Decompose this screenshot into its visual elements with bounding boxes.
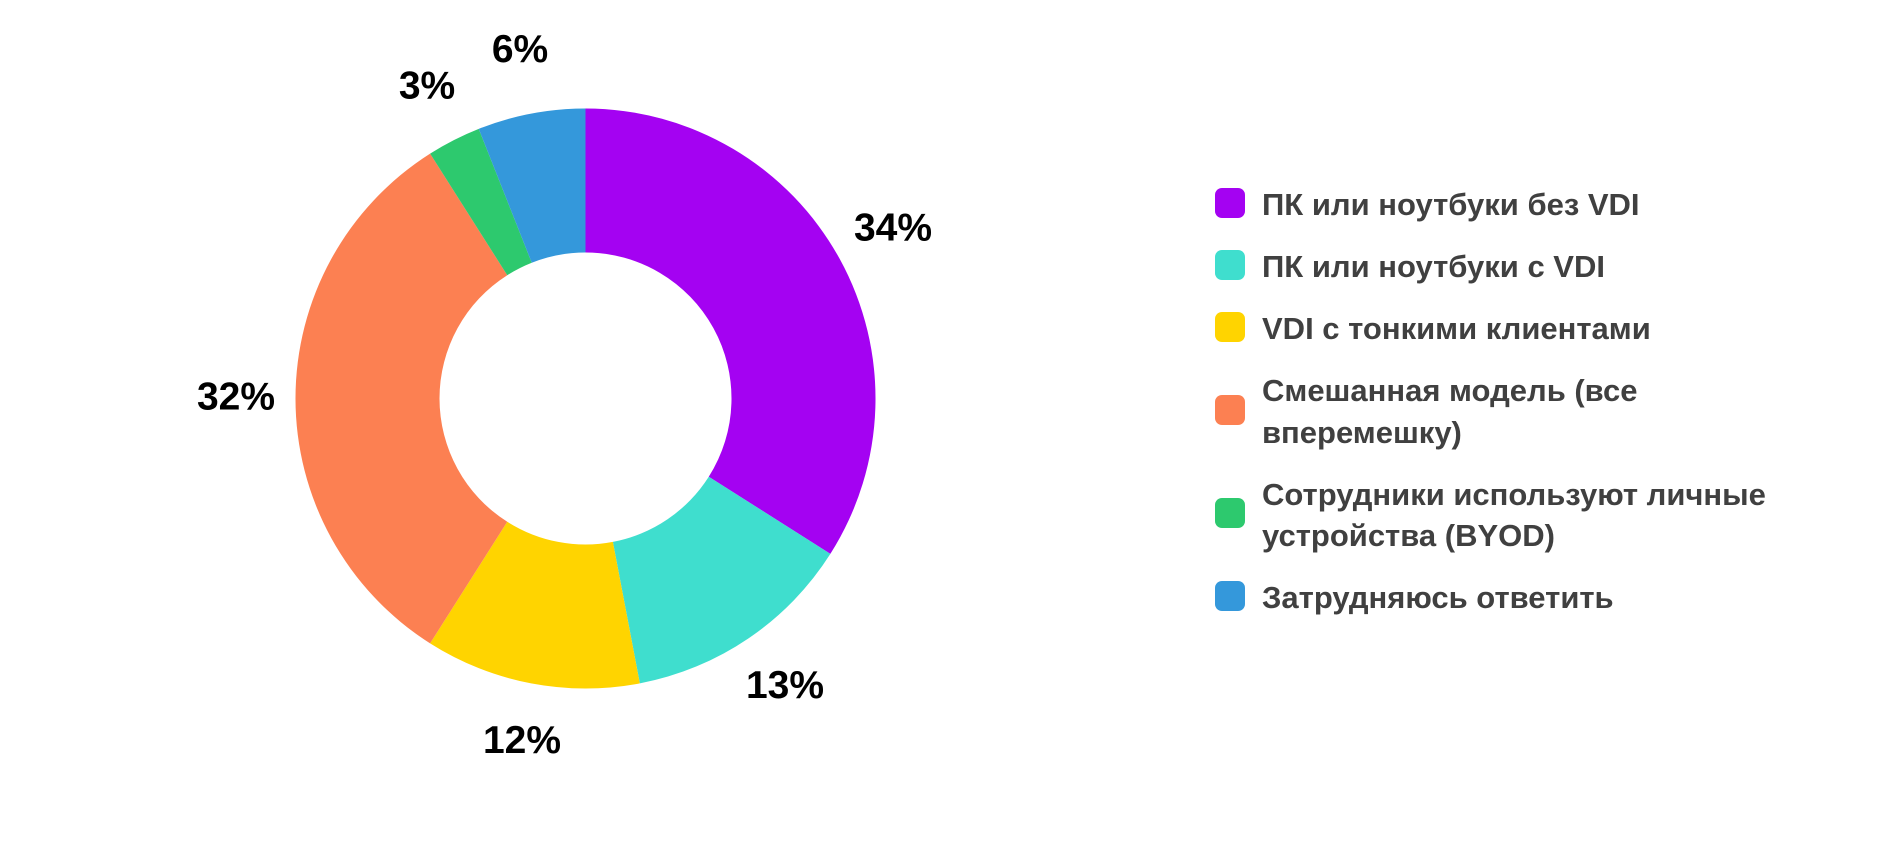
svg-text:3%: 3% — [399, 65, 455, 108]
svg-text:6%: 6% — [492, 28, 548, 71]
svg-text:12%: 12% — [483, 719, 561, 762]
svg-text:32%: 32% — [197, 376, 275, 419]
svg-text:13%: 13% — [746, 664, 824, 707]
svg-text:34%: 34% — [854, 207, 932, 250]
